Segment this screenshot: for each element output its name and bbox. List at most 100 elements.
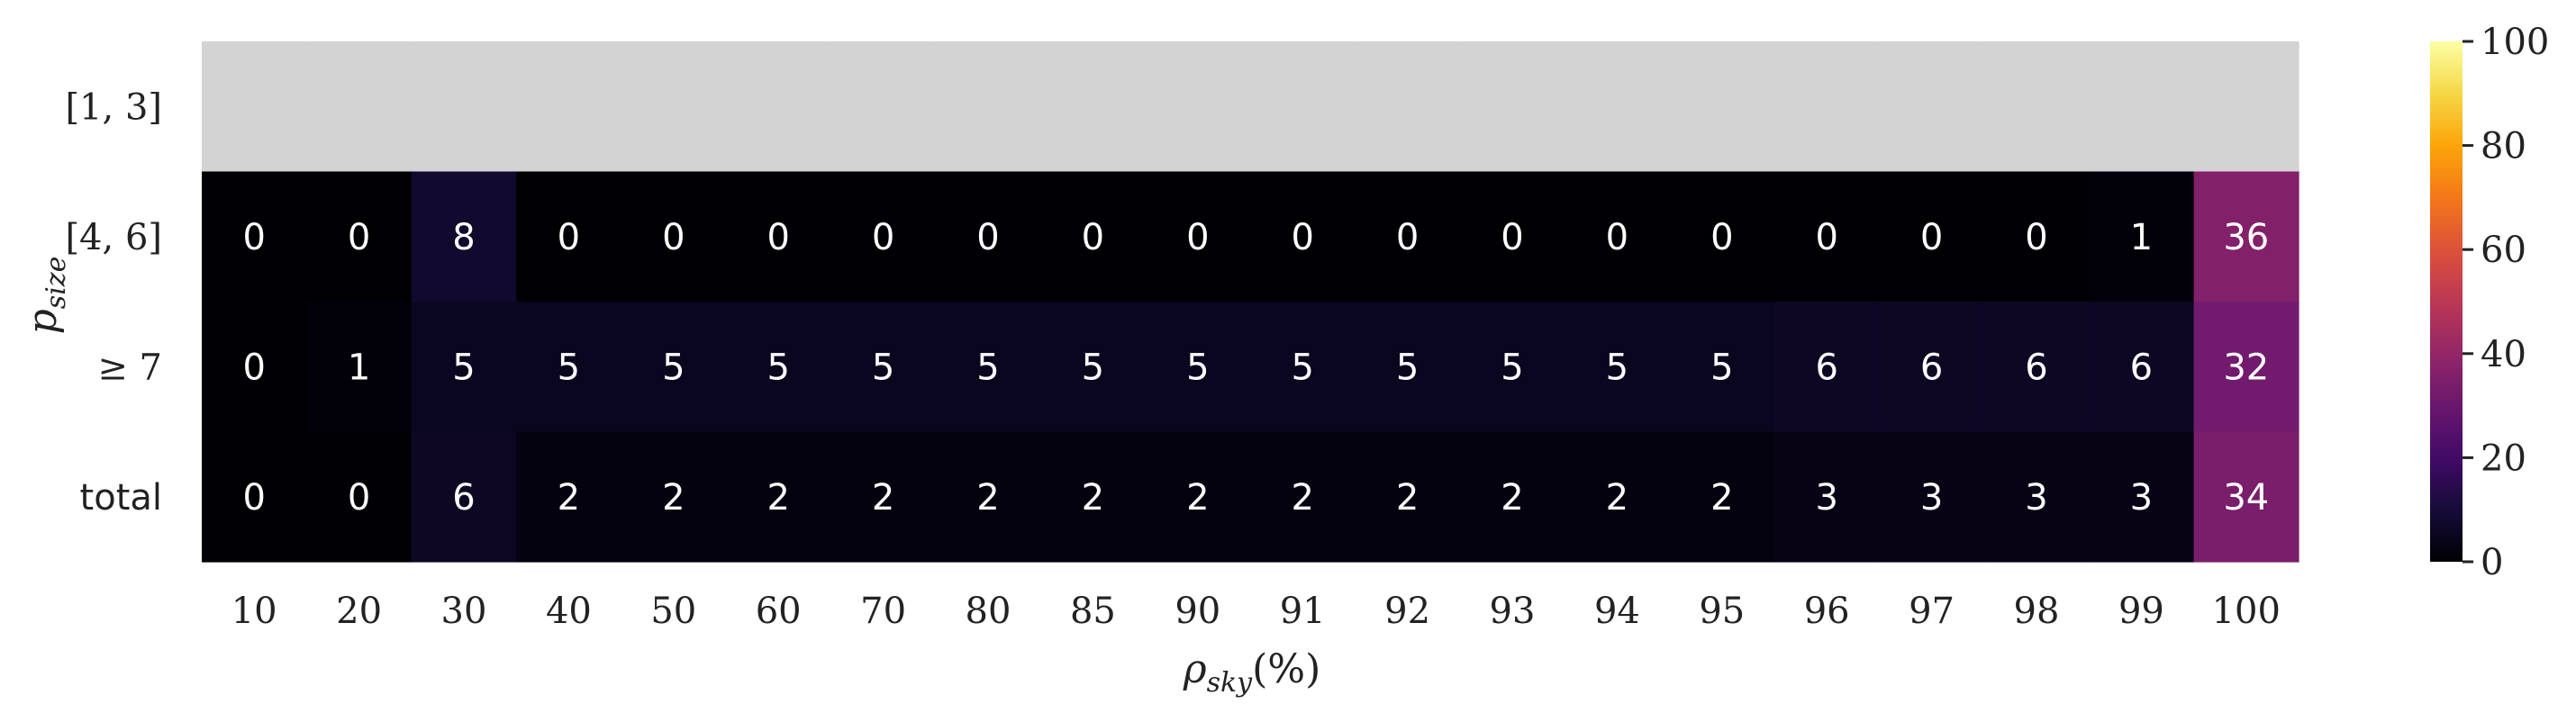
y-tick-label: [1, 3] bbox=[65, 86, 162, 128]
heatmap-cell bbox=[1459, 431, 1565, 563]
heatmap-cell bbox=[2193, 41, 2299, 173]
heatmap-cell bbox=[306, 41, 413, 173]
cell-value-label: 3 bbox=[2025, 477, 2047, 519]
heatmap-cell bbox=[1983, 431, 2090, 563]
x-tick-label: 97 bbox=[1909, 591, 1955, 632]
cell-value-label: 0 bbox=[348, 217, 370, 258]
heatmap-cell bbox=[621, 302, 727, 433]
heatmap-cell bbox=[830, 171, 937, 302]
heatmap-cell bbox=[1983, 302, 2090, 433]
colorbar-tick-label: 40 bbox=[2481, 334, 2526, 375]
cell-value-label: 0 bbox=[242, 477, 265, 519]
heatmap-cell bbox=[1250, 302, 1356, 433]
cell-value-label: 2 bbox=[1501, 477, 1523, 519]
cell-value-label: 2 bbox=[1082, 477, 1104, 519]
heatmap-cell bbox=[1459, 41, 1565, 173]
x-tick-label: 98 bbox=[2014, 591, 2060, 632]
heatmap-cell bbox=[621, 431, 727, 563]
heatmap-cell bbox=[1040, 41, 1147, 173]
colorbar-tick-label: 20 bbox=[2481, 438, 2526, 479]
heatmap-cell bbox=[1983, 41, 2090, 173]
heatmap-cell bbox=[306, 171, 413, 302]
heatmap-cell bbox=[411, 431, 517, 563]
heatmap-cell bbox=[1669, 171, 1775, 302]
x-tick-label: 96 bbox=[1804, 591, 1850, 632]
x-tick-label: 93 bbox=[1490, 591, 1536, 632]
cell-value-label: 0 bbox=[1920, 217, 1943, 258]
cell-value-label: 1 bbox=[348, 347, 370, 388]
heatmap-cell bbox=[411, 302, 517, 433]
heatmap-cell bbox=[1250, 171, 1356, 302]
heatmap-cell bbox=[1565, 41, 1671, 173]
cell-value-label: 5 bbox=[1710, 347, 1733, 388]
cell-value-label: 0 bbox=[1186, 217, 1209, 258]
heatmap-cell bbox=[830, 41, 937, 173]
heatmap-cell bbox=[935, 41, 1041, 173]
cell-value-label: 2 bbox=[1291, 477, 1313, 519]
x-tick-label: 60 bbox=[756, 591, 802, 632]
cell-value-label: 5 bbox=[1396, 347, 1419, 388]
colorbar-tick-label: 100 bbox=[2481, 22, 2549, 63]
colorbar bbox=[2430, 41, 2463, 562]
heatmap-cell bbox=[1879, 171, 1985, 302]
cell-value-label: 0 bbox=[662, 217, 685, 258]
cell-value-label: 36 bbox=[2223, 217, 2269, 258]
x-tick-label: 20 bbox=[336, 591, 382, 632]
cell-value-label: 2 bbox=[976, 477, 999, 519]
heatmap-cell bbox=[306, 302, 413, 433]
heatmap-cell bbox=[726, 41, 831, 173]
cell-value-label: 6 bbox=[452, 477, 475, 519]
cell-value-label: 5 bbox=[1186, 347, 1209, 388]
cell-value-label: 2 bbox=[558, 477, 580, 519]
heatmap-cell bbox=[935, 431, 1041, 563]
heatmap-cell bbox=[1565, 431, 1671, 563]
heatmap-cell bbox=[516, 171, 622, 302]
heatmap-cell bbox=[516, 302, 622, 433]
x-tick-label: 99 bbox=[2118, 591, 2164, 632]
heatmap-cell bbox=[1250, 431, 1356, 563]
y-tick-label: total bbox=[80, 477, 162, 519]
heatmap-cell bbox=[1145, 41, 1251, 173]
heatmap-cell bbox=[2089, 302, 2195, 433]
cell-value-label: 5 bbox=[872, 347, 894, 388]
x-tick-label: 70 bbox=[860, 591, 906, 632]
y-tick-label: ≥ 7 bbox=[97, 347, 162, 388]
heatmap-cell bbox=[516, 431, 622, 563]
cell-value-label: 5 bbox=[452, 347, 475, 388]
cell-value-label: 5 bbox=[1291, 347, 1313, 388]
cell-value-label: 0 bbox=[1710, 217, 1733, 258]
heatmap-cell-labels: 0 0 8 0 0 0 0 0 0 0 0 0 0 0 0 0 0 0 1 360 1 5 5 5 5 5 5 5 5 5 5 5 5 5 6 6 6 6… bbox=[242, 217, 2269, 519]
x-tick-label: 30 bbox=[441, 591, 487, 632]
heatmap-cell bbox=[202, 431, 307, 563]
heatmap-cell bbox=[1355, 431, 1461, 563]
heatmap-cell bbox=[2193, 302, 2299, 433]
heatmap-cell bbox=[935, 171, 1041, 302]
heatmap-cell bbox=[202, 302, 307, 433]
heatmap-cell bbox=[2089, 41, 2195, 173]
heatmap-cell bbox=[935, 302, 1041, 433]
heatmap-cell bbox=[1040, 431, 1147, 563]
heatmap-cell bbox=[1565, 171, 1671, 302]
x-tick-label: 100 bbox=[2212, 591, 2281, 632]
heatmap-cell bbox=[202, 41, 307, 173]
heatmap-cell bbox=[2193, 431, 2299, 563]
heatmap-cell bbox=[830, 431, 937, 563]
heatmap-cell bbox=[1355, 41, 1461, 173]
cell-value-label: 8 bbox=[452, 217, 475, 258]
x-tick-label: 92 bbox=[1384, 591, 1430, 632]
heatmap-cell bbox=[2089, 171, 2195, 302]
cell-value-label: 0 bbox=[1501, 217, 1523, 258]
cell-value-label: 0 bbox=[558, 217, 580, 258]
heatmap-cell bbox=[2089, 431, 2195, 563]
cell-value-label: 0 bbox=[1291, 217, 1313, 258]
cell-value-label: 6 bbox=[2130, 347, 2153, 388]
heatmap-cell bbox=[1355, 302, 1461, 433]
colorbar-tick-label: 60 bbox=[2481, 230, 2526, 271]
y-axis-label: psize bbox=[20, 257, 72, 335]
heatmap-cell bbox=[1983, 171, 2090, 302]
colorbar-tick-label: 0 bbox=[2481, 542, 2503, 583]
heatmap-cell bbox=[621, 41, 727, 173]
cell-value-label: 6 bbox=[2025, 347, 2047, 388]
colorbar-tick-label: 80 bbox=[2481, 126, 2526, 167]
